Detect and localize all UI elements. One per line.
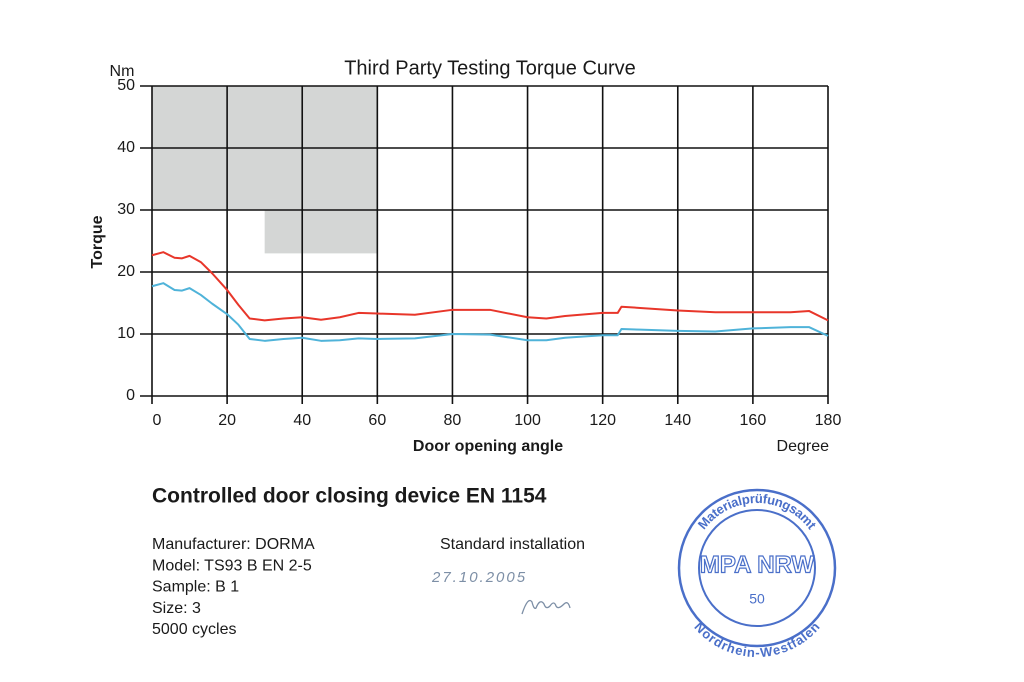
y-tick-label: 50 (117, 77, 135, 94)
x-tick-label: 0 (153, 412, 162, 429)
stamp-number: 50 (749, 591, 765, 607)
x-tick-label: 60 (368, 412, 386, 429)
y-tick-label: 40 (117, 139, 135, 156)
chart-title: Third Party Testing Torque Curve (344, 57, 636, 79)
detail-line: 5000 cycles (152, 621, 237, 638)
x-tick-label: 140 (664, 412, 691, 429)
x-tick-label: 20 (218, 412, 236, 429)
y-tick-label: 10 (117, 325, 135, 342)
shaded-region (152, 86, 378, 254)
signature (521, 599, 571, 615)
stamp-inner (698, 509, 816, 627)
stamp-top-text: Materialprüfungsamt (695, 491, 819, 532)
stamp: Materialprüfungsamt Nordrhein-Westfalen … (677, 488, 837, 660)
detail-line: Manufacturer: DORMA (152, 536, 315, 553)
stamp-center: MPA NRW (700, 551, 815, 578)
series-line (151, 251, 829, 322)
installation: Standard installation (440, 536, 585, 553)
x-tick-label: 180 (815, 412, 842, 429)
stamp-bottom-text: Nordrhein-Westfalen (692, 619, 823, 660)
y-unit: Nm (110, 63, 135, 80)
date: 27.10.2005 (431, 569, 527, 586)
detail-line: Size: 3 (152, 600, 201, 617)
x-unit: Degree (777, 438, 830, 455)
series-line (151, 282, 829, 342)
y-axis-label: Torque (89, 215, 106, 268)
stamp-outer (677, 488, 837, 648)
x-tick-label: 80 (444, 412, 462, 429)
detail-line: Sample: B 1 (152, 579, 239, 596)
y-tick-label: 0 (126, 387, 135, 404)
x-tick-label: 100 (514, 412, 541, 429)
detail-line: Model: TS93 B EN 2-5 (152, 557, 312, 574)
heading: Controlled door closing device EN 1154 (152, 485, 547, 508)
stamp-top: Materialprüfungsamt (695, 491, 819, 532)
x-tick-label: 120 (589, 412, 616, 429)
y-tick-label: 30 (117, 201, 135, 218)
details: Manufacturer: DORMA Model: TS93 B EN 2-5 S… (152, 536, 315, 638)
y-tick-label: 20 (117, 263, 135, 280)
x-tick-label: 160 (740, 412, 767, 429)
x-axis-label: Door opening angle (413, 438, 563, 455)
stamp-bottom: Nordrhein-Westfalen (692, 619, 823, 660)
x-tick-label: 40 (293, 412, 311, 429)
